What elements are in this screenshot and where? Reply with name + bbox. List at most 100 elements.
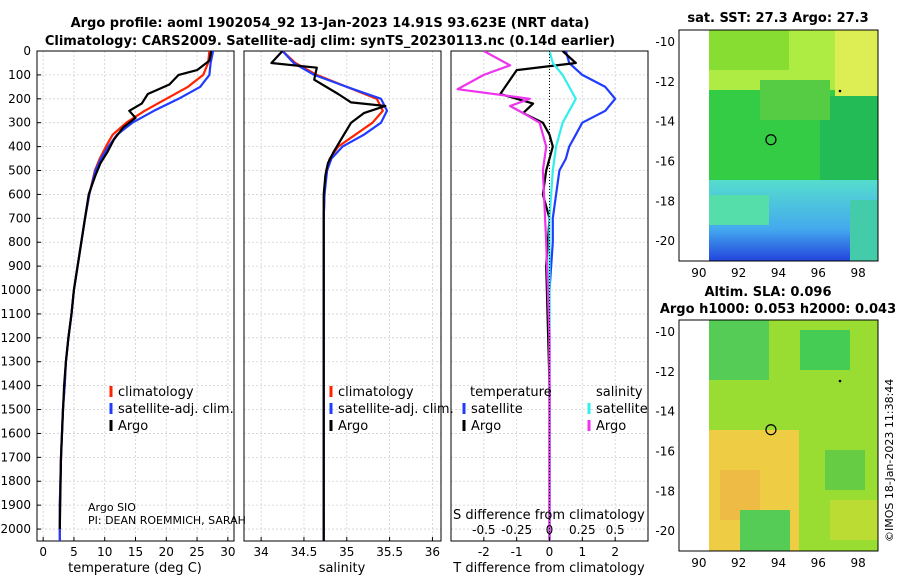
map-y-tick-label: -10 [655, 35, 675, 49]
x-tick-label: 25 [189, 545, 204, 559]
legend-clim-label: climatology [338, 385, 414, 400]
sla-map-axes [678, 319, 879, 552]
map-y-tick-label: -18 [655, 484, 675, 498]
x-tick-label: 20 [159, 545, 174, 559]
argo-position-marker [765, 424, 777, 436]
y-tick-label: 200 [8, 92, 31, 106]
legend-sat-label: satellite-adj. clim. [338, 402, 454, 417]
s-difference-note: S difference from climatology [453, 508, 645, 523]
series-line-salinity-argo [456, 51, 551, 541]
x-tick-label: 1 [579, 545, 587, 559]
map-x-tick-label: 96 [811, 266, 826, 280]
s-diff-tick-label: 0.5 [606, 523, 625, 537]
sst-patch [709, 195, 769, 225]
sst-map-title: sat. SST: 27.3 Argo: 27.3 [687, 11, 868, 26]
map-x-tick-label: 94 [771, 266, 786, 280]
y-tick-label: 1200 [0, 331, 31, 345]
legend-argo-label: Argo [118, 419, 148, 434]
series-line-argo [58, 51, 213, 530]
sst-patch [760, 80, 830, 120]
x-tick-label: 15 [128, 545, 143, 559]
map-x-tick-label: 90 [691, 556, 706, 570]
map-y-tick-label: -16 [655, 154, 675, 168]
y-tick-label: 1700 [0, 450, 31, 464]
y-tick-label: 900 [8, 259, 31, 273]
x-tick-label: -2 [478, 545, 490, 559]
difference-xlabel: T difference from climatology [452, 561, 645, 576]
s-diff-tick-label: 0 [546, 523, 554, 537]
sla-patch [709, 320, 769, 380]
sla-map [709, 320, 878, 551]
y-tick-label: 800 [8, 235, 31, 249]
legend-argo-label: Argo [338, 419, 368, 434]
series-line-temperature-argo [499, 51, 577, 541]
s-diff-tick-label: -0.25 [501, 523, 532, 537]
map-y-tick-label: -20 [655, 234, 675, 248]
y-tick-label: 1100 [0, 307, 31, 321]
salinity-legend: climatology satellite-adj. clim. Argo [329, 385, 454, 434]
x-tick-label: 35 [339, 545, 354, 559]
map-x-tick-label: 94 [771, 556, 786, 570]
x-tick-label: 34 [253, 545, 268, 559]
x-tick-label: 5 [70, 545, 78, 559]
series-line-climatology [58, 51, 211, 541]
map-x-tick-label: 92 [731, 266, 746, 280]
sla-blank-strip [679, 320, 709, 551]
map-y-tick-label: -14 [655, 405, 675, 419]
x-tick-label: -1 [511, 545, 523, 559]
temperature-xlabel: temperature (deg C) [68, 561, 202, 576]
sla-patch [740, 510, 790, 551]
sst-patch [835, 30, 878, 96]
y-tick-label: 100 [8, 68, 31, 82]
map-y-tick-label: -16 [655, 444, 675, 458]
x-tick-label: 30 [220, 545, 235, 559]
map-dot [838, 379, 842, 383]
credit-label: Argo SIO [88, 501, 136, 514]
map-y-tick-label: -12 [655, 75, 675, 89]
y-tick-label: 300 [8, 116, 31, 130]
x-tick-label: 2 [611, 545, 619, 559]
y-tick-label: 1800 [0, 474, 31, 488]
map-x-tick-label: 92 [731, 556, 746, 570]
s-diff-tick-label: 0.25 [569, 523, 596, 537]
salinity-xlabel: salinity [319, 561, 366, 576]
sla-patch [830, 500, 878, 540]
x-tick-label: 0 [546, 545, 554, 559]
y-tick-label: 2000 [0, 522, 31, 536]
figure-title-line2: Climatology: CARS2009. Satellite-adj cli… [45, 34, 615, 49]
sla-map-subtitle: Argo h1000: 0.053 h2000: 0.043 [660, 302, 896, 317]
y-tick-label: 400 [8, 140, 31, 154]
map-x-tick-label: 96 [811, 556, 826, 570]
y-tick-label: 1500 [0, 403, 31, 417]
sst-map-frame [678, 29, 879, 262]
map-y-tick-label: -14 [655, 115, 675, 129]
legend-s-argo-label: Argo [596, 419, 626, 434]
y-tick-label: 1600 [0, 426, 31, 440]
y-tick-label: 600 [8, 187, 31, 201]
series-line-temperature-satellite [548, 51, 617, 541]
y-tick-label: 1900 [0, 498, 31, 512]
sst-blank-strip [679, 30, 709, 261]
legend-salinity-heading: salinity [596, 385, 643, 400]
sla-patch [800, 330, 850, 370]
map-y-tick-label: -20 [655, 524, 675, 538]
series-line-satellite-adj [58, 51, 215, 541]
x-tick-label: 10 [97, 545, 112, 559]
timestamp-label: ©IMOS 18-Jan-2023 11:38:44 [883, 379, 896, 542]
x-tick-label: 34.5 [291, 545, 318, 559]
x-tick-label: 36 [425, 545, 440, 559]
x-tick-label: 0 [39, 545, 47, 559]
map-y-tick-label: -12 [655, 365, 675, 379]
legend-t-argo-label: Argo [471, 419, 501, 434]
y-tick-label: 0 [23, 44, 31, 58]
y-tick-label: 1000 [0, 283, 31, 297]
map-y-tick-label: -10 [655, 325, 675, 339]
pi-label: PI: DEAN ROEMMICH, SARAH [88, 514, 246, 527]
map-y-tick-label: -18 [655, 194, 675, 208]
map-dot [838, 89, 842, 93]
legend-t-sat-label: satellite [471, 402, 523, 417]
map-x-tick-label: 98 [850, 556, 865, 570]
argo-position-marker [765, 134, 777, 146]
sst-map [709, 30, 878, 261]
